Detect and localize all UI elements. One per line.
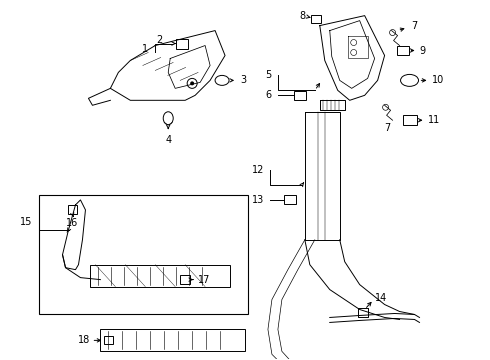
Bar [396,46,409,55]
Text: 12: 12 [251,165,264,175]
Text: 10: 10 [432,75,444,85]
Text: 17: 17 [198,275,211,285]
Circle shape [190,81,194,85]
Bar [100,329,245,351]
Bar [91,265,230,287]
Text: 2: 2 [156,35,162,45]
Bar [403,115,416,125]
Text: 13: 13 [252,195,264,205]
Text: 7: 7 [412,21,418,31]
Bar [311,15,321,23]
Text: 14: 14 [375,293,387,302]
Bar [104,336,113,345]
Text: 16: 16 [66,218,78,228]
Text: 3: 3 [240,75,246,85]
Bar [284,195,296,204]
Text: 11: 11 [427,115,440,125]
Text: 9: 9 [419,45,426,55]
Text: 8: 8 [300,11,306,21]
Text: 6: 6 [266,90,272,100]
Bar [176,39,188,49]
Bar [294,91,306,100]
Bar [39,195,248,315]
Bar [180,275,190,284]
Text: 1: 1 [142,44,148,54]
Text: 7: 7 [385,123,391,133]
Text: 18: 18 [78,336,91,345]
Text: 5: 5 [266,71,272,80]
Text: 15: 15 [20,217,33,227]
Bar [68,206,77,214]
Text: 4: 4 [165,135,172,145]
